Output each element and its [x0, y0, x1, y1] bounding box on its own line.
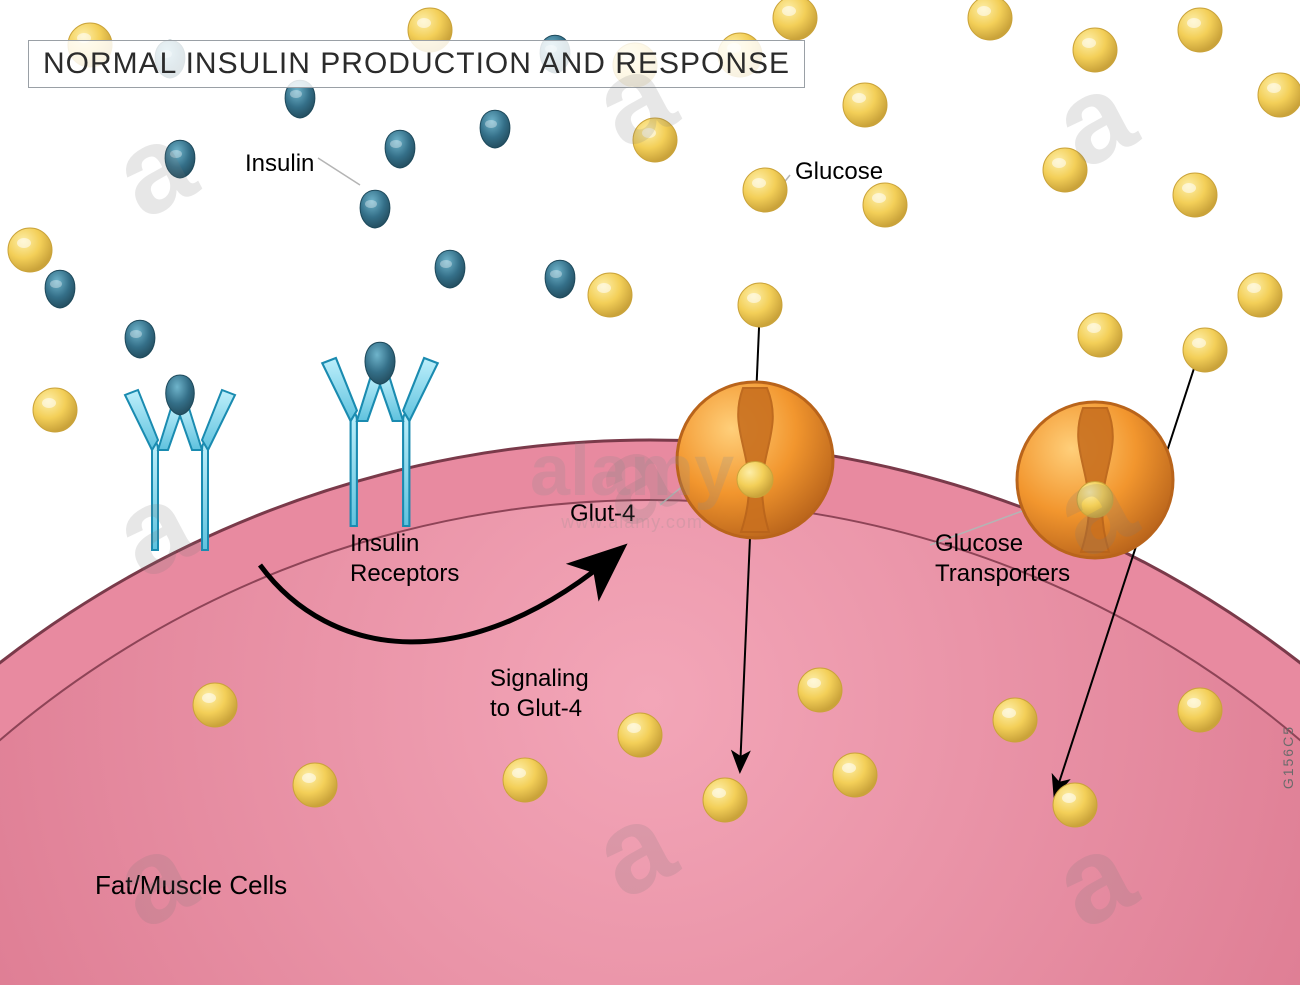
label-glut4: Glut-4 [570, 500, 635, 528]
label-glucose-transporters-1: Glucose [935, 530, 1023, 558]
label-insulin: Insulin [245, 150, 314, 178]
title-text: NORMAL INSULIN PRODUCTION AND RESPONSE [43, 47, 790, 80]
label-glucose: Glucose [795, 158, 883, 186]
diagram-stage: NORMAL INSULIN PRODUCTION AND RESPONSE I… [0, 0, 1300, 985]
label-insulin-receptors-1: Insulin [350, 530, 419, 558]
label-glucose-transporters-2: Transporters [935, 560, 1070, 588]
label-signaling-1: Signaling [490, 665, 589, 693]
label-signaling-2: to Glut-4 [490, 695, 582, 723]
label-fat-muscle: Fat/Muscle Cells [95, 870, 287, 901]
scene-svg [0, 0, 1300, 985]
title-box: NORMAL INSULIN PRODUCTION AND RESPONSE [28, 40, 805, 88]
label-insulin-receptors-2: Receptors [350, 560, 459, 588]
image-code: G156C5 [1280, 725, 1296, 789]
